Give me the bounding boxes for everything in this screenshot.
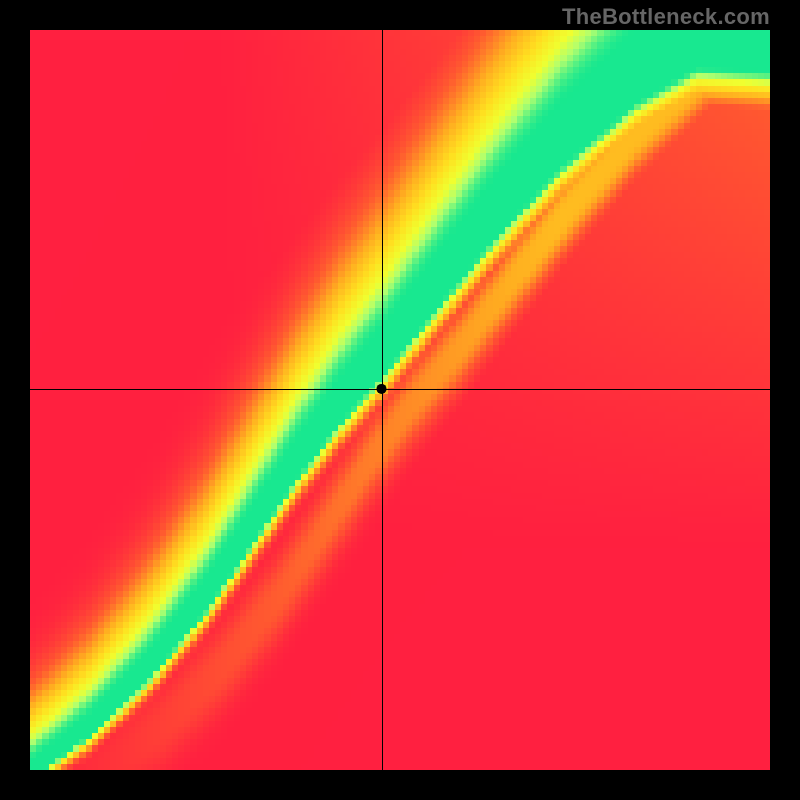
watermark-text: TheBottleneck.com [562,4,770,30]
chart-container: TheBottleneck.com [0,0,800,800]
bottleneck-heatmap [0,0,800,800]
